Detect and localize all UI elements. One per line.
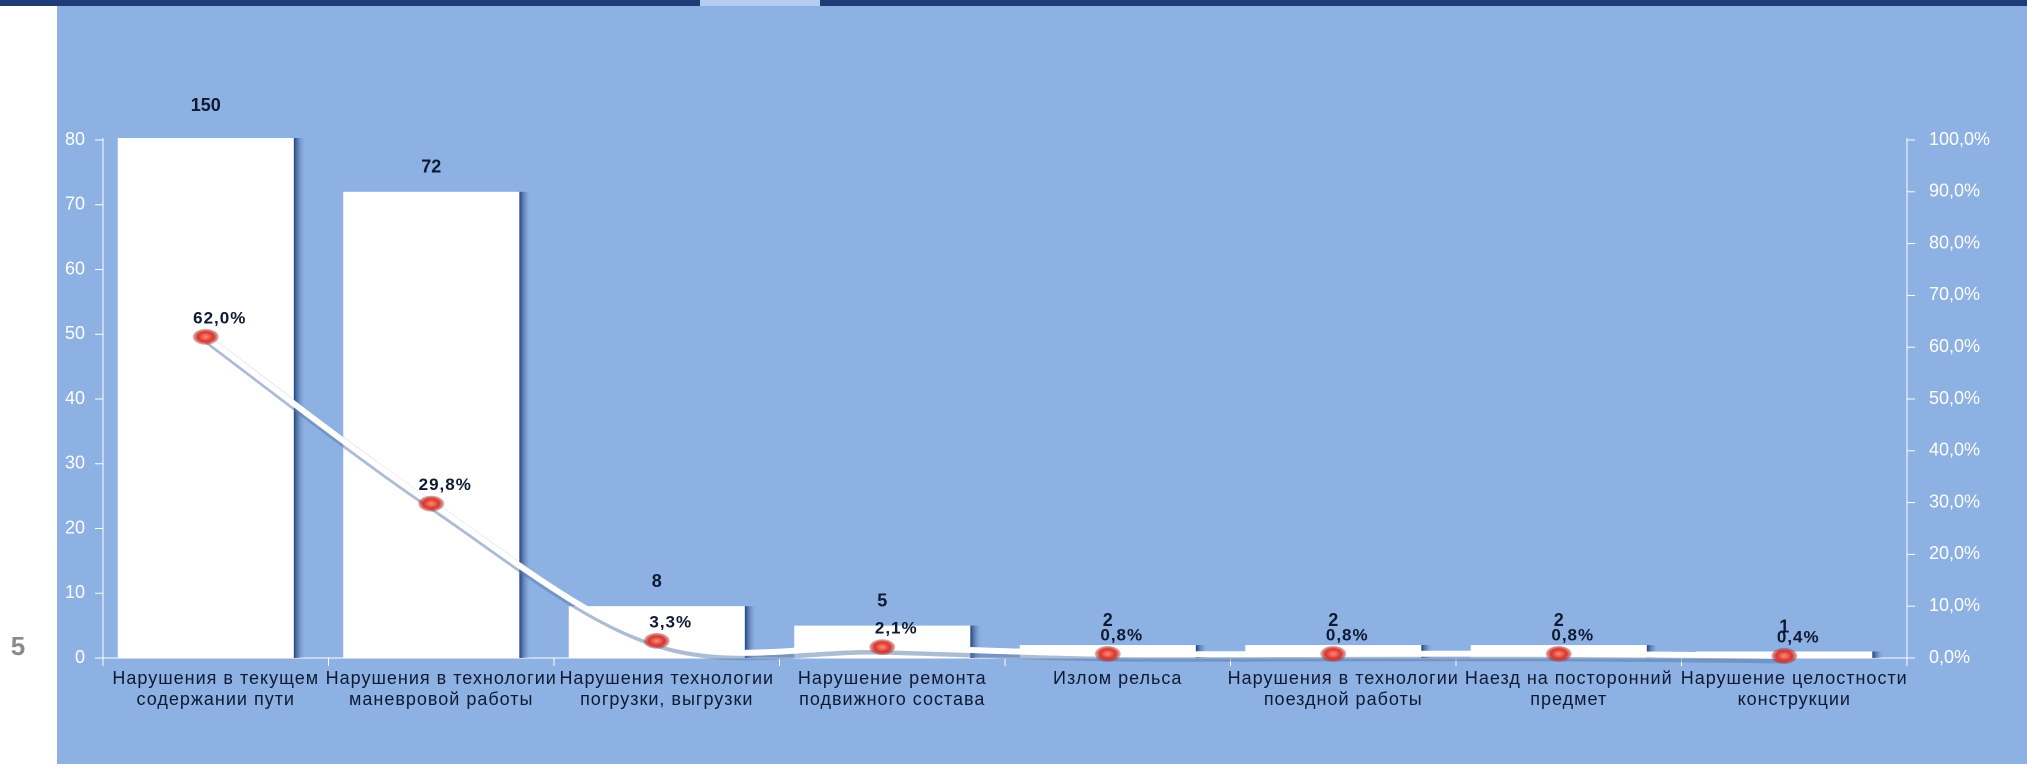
y-tick-label: 80 [65, 129, 85, 149]
y2-tick-label: 70,0% [1929, 284, 1980, 304]
line-value-label: 0,4% [1777, 627, 1820, 646]
bar-value-label: 2 [1103, 610, 1113, 630]
bar-value-label: 8 [652, 571, 662, 591]
y-tick-label: 10 [65, 582, 85, 602]
line-marker [1545, 645, 1572, 662]
bar-value-label: 5 [877, 590, 887, 610]
x-tick-label: Нарушения в технологии поездной работы [1227, 668, 1459, 709]
x-tick-label-box: Нарушение ремонта подвижного состава [797, 668, 987, 709]
bar-value-label: 1 [1779, 616, 1789, 636]
bar-shadow [519, 191, 532, 659]
x-tick-label: Нарушение целостности конструкции [1680, 668, 1908, 709]
x-tick-label: Нарушения в текущем содержании пути [112, 668, 320, 709]
line-marker [1320, 645, 1347, 662]
y-tick-label: 0 [75, 647, 85, 667]
bar-shadow [744, 606, 757, 658]
x-tick-label-box: Нарушения в технологии поездной работы [1227, 668, 1459, 709]
y2-tick-label: 100,0% [1929, 129, 1990, 149]
line-marker [418, 495, 445, 512]
y2-tick-label: 10,0% [1929, 595, 1980, 615]
line-value-label: 62,0% [193, 308, 246, 327]
bar-value-label: 72 [421, 157, 441, 177]
bar-value-label: 2 [1554, 610, 1564, 630]
y2-tick-label: 50,0% [1929, 388, 1980, 408]
y2-tick-label: 30,0% [1929, 491, 1980, 511]
line [203, 334, 1785, 659]
top-table-cell [700, 0, 820, 6]
line-value-label: 29,8% [419, 475, 472, 494]
y-tick-label: 40 [65, 388, 85, 408]
x-tick-label-box: Нарушение целостности конструкции [1680, 668, 1908, 709]
bar-value-label: 150 [191, 95, 221, 115]
line-marker [643, 632, 670, 649]
y2-tick-label: 0,0% [1929, 647, 1970, 667]
y2-tick-label: 40,0% [1929, 440, 1980, 460]
bar-shadow [1872, 651, 1885, 658]
y2-tick-label: 60,0% [1929, 336, 1980, 356]
x-tick-label-box: Нарушения в текущем содержании пути [112, 668, 320, 709]
x-tick-label: Наезд на посторонний предмет [1464, 668, 1673, 709]
y-tick-label: 70 [65, 194, 85, 214]
line-value-label: 2,1% [875, 619, 918, 638]
line-marker [1771, 647, 1798, 664]
y-tick-label: 50 [65, 323, 85, 343]
x-tick-label: Нарушения технологии погрузки, выгрузки [559, 668, 775, 709]
top-table-strip [0, 0, 2027, 6]
line-marker [192, 328, 219, 345]
x-tick-label-box: Нарушения технологии погрузки, выгрузки [559, 668, 775, 709]
y-tick-label: 60 [65, 258, 85, 278]
bar [343, 191, 520, 659]
bar-shadow [293, 138, 306, 658]
x-tick-label: Нарушения в технологии маневровой работы [325, 668, 557, 709]
bar-value-label: 2 [1328, 610, 1338, 630]
line-value-label: 0,8% [1100, 625, 1143, 644]
x-tick-label: Нарушение ремонта подвижного состава [797, 668, 987, 709]
bar [117, 138, 294, 658]
line-value-label: 0,8% [1326, 625, 1369, 644]
y2-tick-label: 80,0% [1929, 232, 1980, 252]
line-value-label: 3,3% [649, 612, 692, 631]
line-marker [869, 639, 896, 656]
line-value-label: 0,8% [1551, 625, 1594, 644]
x-tick-label-box: Наезд на посторонний предмет [1464, 668, 1673, 709]
x-tick-label-box: Нарушения в технологии маневровой работы [325, 668, 557, 709]
y2-tick-label: 90,0% [1929, 181, 1980, 201]
x-tick-label: Излом рельса [1053, 668, 1183, 688]
y-tick-label: 30 [65, 453, 85, 473]
line-marker [1094, 645, 1121, 662]
y-tick-label: 20 [65, 517, 85, 537]
page-number: 5 [11, 631, 25, 661]
y2-tick-label: 20,0% [1929, 543, 1980, 563]
x-tick-label-box: Излом рельса [1053, 668, 1183, 688]
